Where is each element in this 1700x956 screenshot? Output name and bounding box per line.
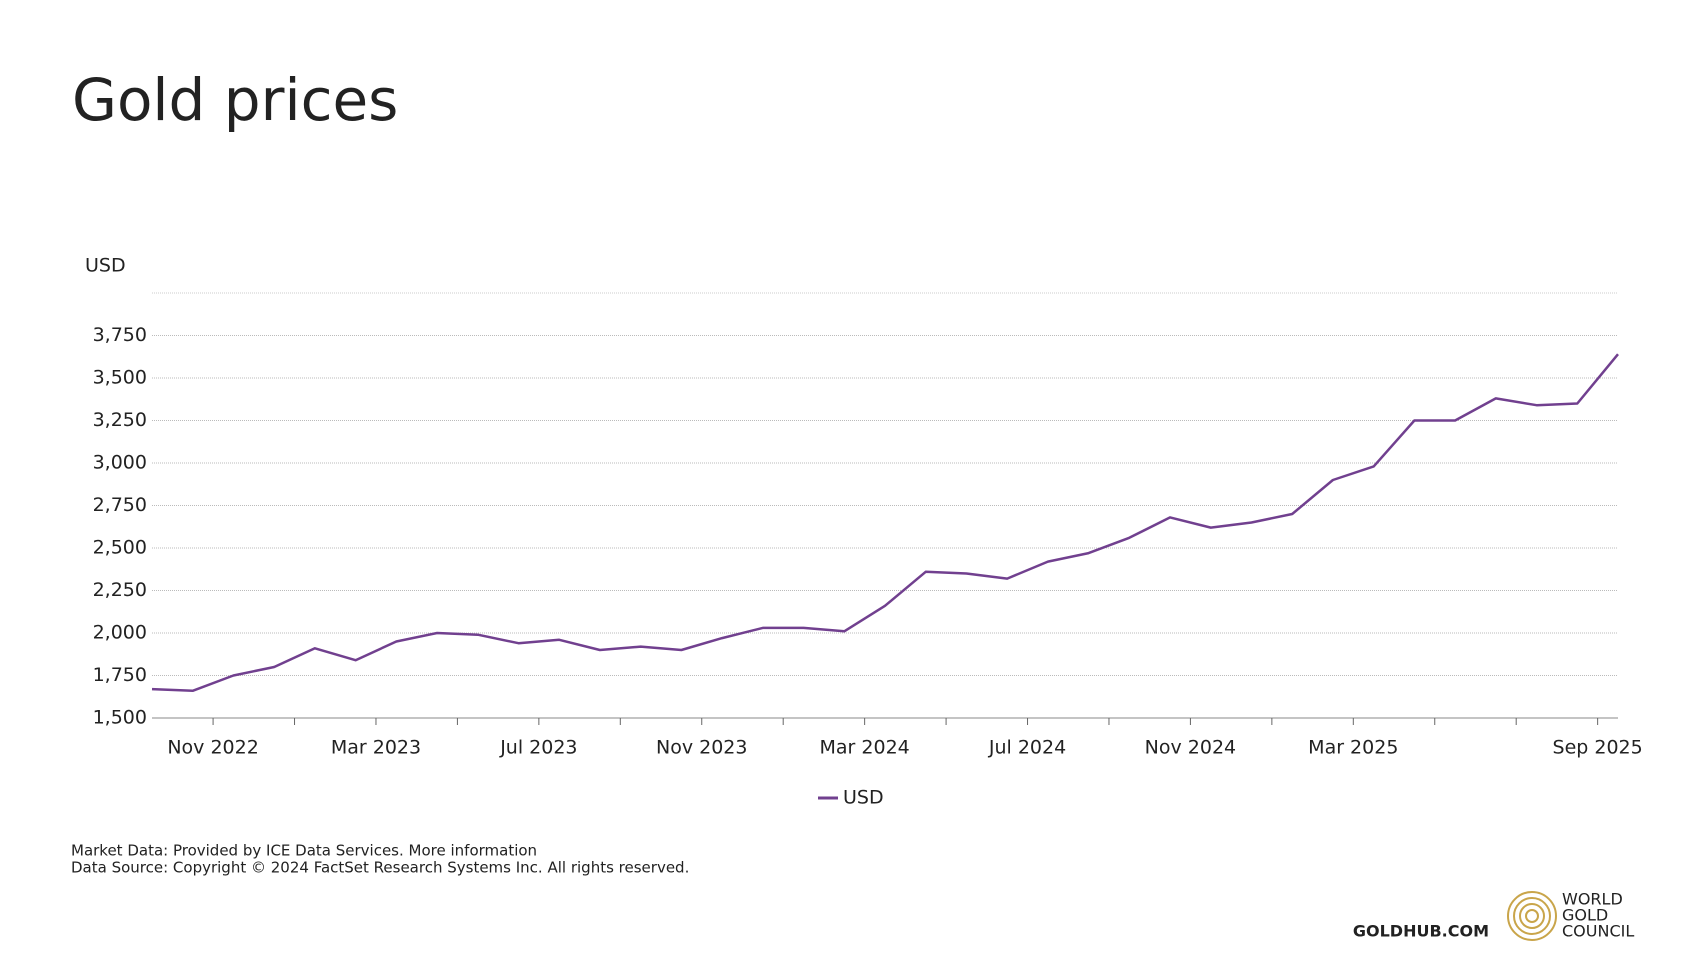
site-link[interactable]: GOLDHUB.COM (1353, 922, 1489, 941)
brand-name: GOLD (1562, 906, 1608, 925)
y-tick-label: 3,000 (93, 452, 147, 474)
footnote: Market Data: Provided by ICE Data Servic… (71, 842, 537, 860)
footnote: Data Source: Copyright © 2024 FactSet Re… (71, 859, 689, 877)
x-tick-label: Jul 2023 (499, 737, 577, 759)
y-tick-label: 3,500 (93, 367, 147, 389)
x-tick-label: Jul 2024 (988, 737, 1066, 759)
chart-title: Gold prices (72, 66, 398, 134)
x-tick-label: Mar 2024 (820, 737, 910, 759)
y-tick-label: 2,750 (93, 494, 147, 516)
x-tick-label: Nov 2022 (167, 737, 258, 759)
x-tick-label: Mar 2023 (331, 737, 421, 759)
x-tick-label: Mar 2025 (1308, 737, 1398, 759)
y-tick-label: 1,500 (93, 707, 147, 729)
brand-name: WORLD (1562, 890, 1623, 909)
y-tick-label: 2,500 (93, 537, 147, 559)
y-tick-label: 3,750 (93, 324, 147, 346)
x-tick-label: Sep 2025 (1553, 737, 1643, 759)
brand-logo (1507, 891, 1557, 941)
y-axis-title: USD (85, 255, 126, 277)
legend-label: USD (843, 787, 884, 809)
y-tick-label: 1,750 (93, 664, 147, 686)
y-tick-label: 3,250 (93, 409, 147, 431)
x-tick-label: Nov 2024 (1145, 737, 1236, 759)
y-tick-label: 2,250 (93, 579, 147, 601)
y-tick-label: 2,000 (93, 622, 147, 644)
brand-name: COUNCIL (1562, 922, 1634, 941)
x-tick-label: Nov 2023 (656, 737, 747, 759)
price-line (151, 353, 1619, 693)
